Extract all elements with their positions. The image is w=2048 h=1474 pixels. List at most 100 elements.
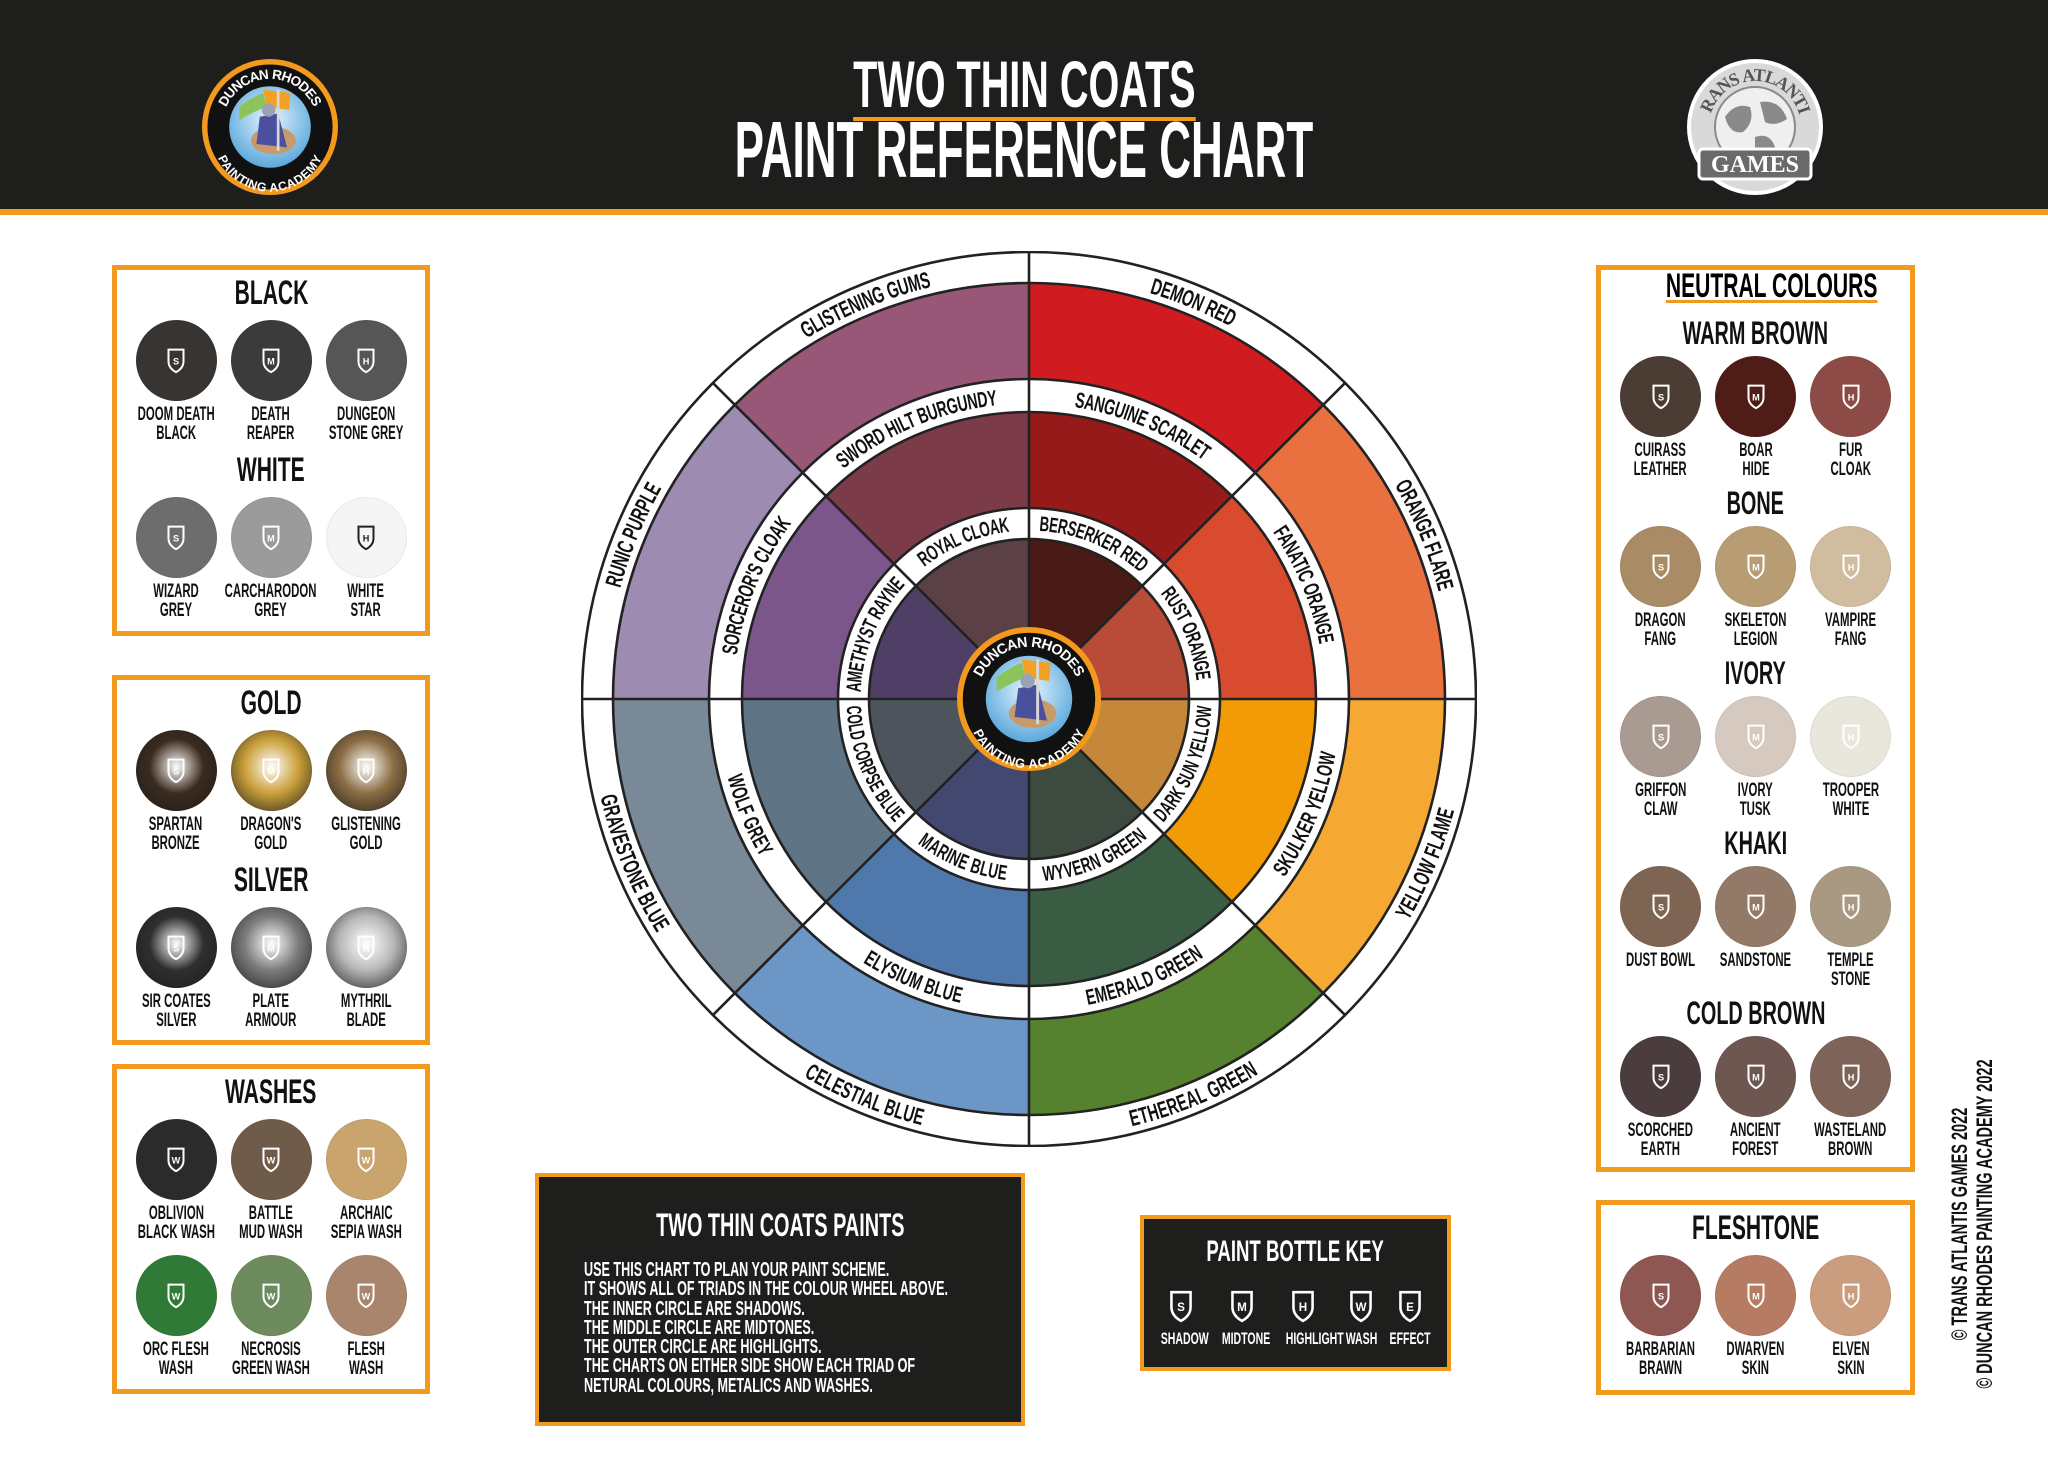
paint-color-circle: W	[135, 1119, 217, 1200]
copyright-line: © DUNCAN RHODES PAINTING ACADEMY 2022	[1972, 1059, 1997, 1389]
paint-name: TEMPLE STONE	[1827, 950, 1874, 990]
wheel-segment-glistening-gums	[734, 283, 1029, 473]
paint-swatch: M IVORY TUSK	[1708, 696, 1803, 819]
paint-color-circle: S	[1620, 1255, 1701, 1336]
gold-silver-panel: GOLD S SPARTAN BRONZE M DRAGON'S GOLD H GLISTENI…	[112, 675, 430, 1045]
paint-name: NECROSIS GREEN WASH	[232, 1339, 310, 1379]
info-box-body: USE THIS CHART TO PLAN YOUR PAINT SCHEME…	[584, 1259, 1162, 1397]
paint-color-circle: M	[230, 497, 312, 578]
svg-text:M: M	[267, 944, 275, 954]
paint-swatch: W BATTLE MUD WASH	[224, 1119, 319, 1242]
section-washes: WASHES W OBLIVION BLACK WASH W BATTLE MUD WASH…	[117, 1069, 425, 1378]
section-heading: WHITE	[237, 451, 305, 489]
key-label: EFFECT	[1389, 1329, 1431, 1348]
paint-swatch: S DUST BOWL	[1613, 866, 1708, 989]
paint-swatch: H GLISTENING GOLD	[319, 730, 414, 853]
shield-icon: H	[1842, 894, 1859, 920]
info-line: USE THIS CHART TO PLAN YOUR PAINT SCHEME…	[584, 1259, 890, 1281]
wheel-segment-demon-red	[1029, 283, 1324, 473]
paint-color-circle: H	[325, 497, 407, 578]
paint-color-circle: H	[1810, 1255, 1891, 1336]
svg-text:S: S	[1657, 393, 1663, 403]
section-silver: SILVER S SIR COATES SILVER M PLATE ARMOUR H MYTH…	[117, 857, 425, 1034]
paint-color-circle: H	[325, 730, 407, 811]
shield-icon: H	[357, 935, 375, 961]
svg-text:M: M	[267, 357, 275, 367]
paint-name: SANDSTONE	[1719, 950, 1792, 971]
section-gold: GOLD S SPARTAN BRONZE M DRAGON'S GOLD H GLISTENI…	[117, 680, 425, 857]
paint-swatch: S DOOM DEATH BLACK	[129, 320, 224, 443]
swatch-row: S DRAGON FANG M SKELETON LEGION H VAMPIRE FANG	[1601, 526, 1910, 649]
paint-name: DOOM DEATH BLACK	[137, 404, 215, 444]
info-line: THE MIDDLE CIRCLE ARE MIDTONES.	[584, 1316, 815, 1339]
paint-swatch: H WASTELAND BROWN	[1803, 1036, 1898, 1159]
section-heading: FLESHTONE	[1691, 1209, 1820, 1247]
shield-icon: M	[262, 935, 280, 961]
key-title: PAINT BOTTLE KEY	[1206, 1235, 1385, 1268]
paint-color-circle: S	[1620, 866, 1701, 947]
paint-swatch: H TROOPER WHITE	[1803, 696, 1898, 819]
wheel-segment-cold-corpse-blue	[869, 699, 981, 813]
paint-name: DUST BOWL	[1625, 950, 1696, 971]
shield-icon: S	[1652, 1064, 1669, 1090]
info-line: NETURAL COLOURS, METALICS AND WASHES.	[584, 1374, 873, 1397]
paint-color-circle: H	[1810, 866, 1891, 947]
svg-text:M: M	[1752, 1292, 1760, 1302]
shield-icon: H	[1842, 554, 1859, 580]
paint-swatch: H DUNGEON STONE GREY	[319, 320, 414, 443]
shield-icon: S	[167, 348, 185, 374]
section-heading: COLD BROWN	[1686, 995, 1825, 1031]
paint-name: TROOPER WHITE	[1822, 780, 1879, 820]
paint-name: DRAGON FANG	[1635, 610, 1686, 650]
paint-name: PLATE ARMOUR	[245, 991, 297, 1031]
paint-color-circle: H	[325, 907, 407, 988]
paint-color-circle: M	[230, 730, 312, 811]
shield-icon: M	[1747, 1064, 1764, 1090]
section-fleshtone: FLESHTONE S BARBARIAN BRAWN M DWARVEN SKIN H ELV…	[1601, 1205, 1910, 1382]
section-heading: BLACK	[234, 274, 308, 312]
paint-swatch: H ELVEN SKIN	[1803, 1255, 1898, 1378]
paint-name: FUR CLOAK	[1830, 440, 1871, 480]
paint-color-circle: W	[230, 1119, 312, 1200]
svg-text:S: S	[1657, 733, 1663, 743]
info-box: TWO THIN COATS PAINTS USE THIS CHART TO …	[535, 1173, 1025, 1426]
key-label: MIDTONE	[1221, 1329, 1271, 1348]
paint-color-circle: W	[325, 1255, 407, 1336]
shield-icon: H	[357, 525, 375, 551]
section-bone: BONE S DRAGON FANG M SKELETON LEGION H VAMPIRE FA…	[1601, 487, 1910, 658]
paint-name: WASTELAND BROWN	[1814, 1120, 1887, 1160]
paint-color-circle: H	[1810, 356, 1891, 437]
paint-swatch: S DRAGON FANG	[1613, 526, 1708, 649]
section-heading: WARM BROWN	[1682, 315, 1829, 351]
paint-name: ORC FLESH WASH	[143, 1339, 209, 1379]
key-item-highlight: H HIGHLIGHT	[1268, 1289, 1344, 1348]
paint-name: SPARTAN BRONZE	[149, 814, 203, 854]
shield-icon: M	[1747, 1283, 1764, 1309]
paint-swatch: W OBLIVION BLACK WASH	[129, 1119, 224, 1242]
shield-icon: W	[357, 1147, 375, 1173]
wheel-segment-fanatic-orange	[1164, 496, 1316, 699]
svg-text:W: W	[362, 1156, 371, 1166]
svg-text:H: H	[363, 767, 370, 777]
key-label: WASH	[1345, 1329, 1377, 1348]
shield-icon: S	[1652, 554, 1669, 580]
shield-icon: M	[262, 758, 280, 784]
svg-text:W: W	[1355, 1301, 1366, 1314]
paint-swatch: S SCORCHED EARTH	[1613, 1036, 1708, 1159]
shield-icon: S	[167, 525, 185, 551]
washes-panel: WASHES W OBLIVION BLACK WASH W BATTLE MUD WASH…	[112, 1064, 430, 1394]
svg-text:H: H	[1847, 903, 1854, 913]
svg-text:S: S	[1177, 1301, 1185, 1314]
wheel-segment-sanguine-scarlet	[1029, 412, 1232, 564]
paint-swatch: S BARBARIAN BRAWN	[1613, 1255, 1708, 1378]
key-item-midtone: M MIDTONE	[1207, 1289, 1277, 1348]
paint-color-circle: S	[135, 497, 217, 578]
paint-swatch: S SIR COATES SILVER	[129, 907, 224, 1030]
paint-name: ARCHAIC SEPIA WASH	[330, 1203, 402, 1243]
shield-icon: W	[262, 1147, 280, 1173]
section-ivory: IVORY S GRIFFON CLAW M IVORY TUSK H TROOPER WHITE	[1601, 657, 1910, 828]
fleshtone-panel: FLESHTONE S BARBARIAN BRAWN M DWARVEN SKIN H ELV…	[1596, 1200, 1915, 1395]
paint-swatch: M CARCHARODON GREY	[224, 497, 319, 620]
